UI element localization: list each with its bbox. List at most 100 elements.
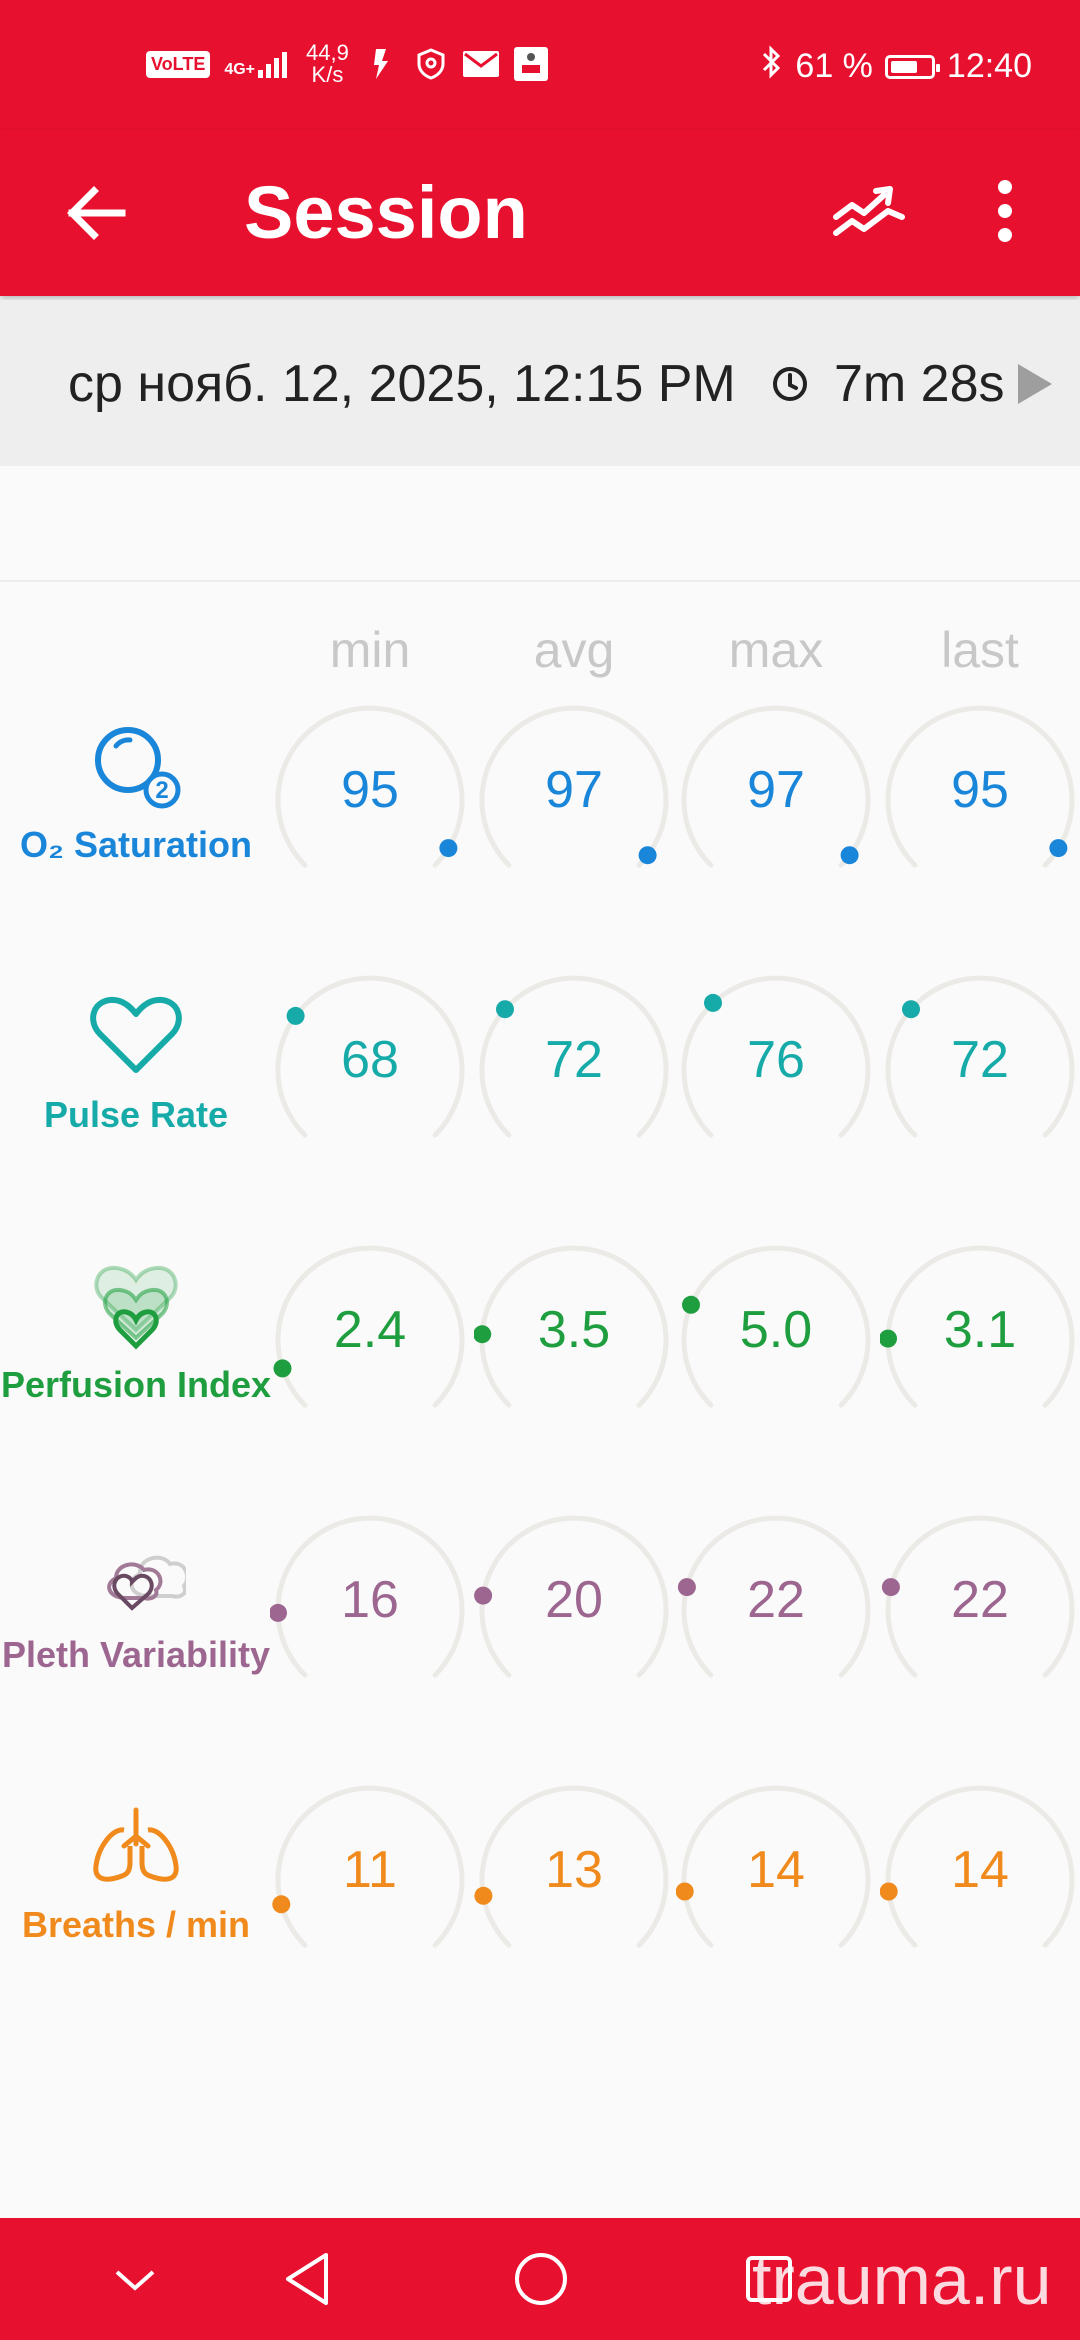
trends-button[interactable] xyxy=(820,166,920,256)
gauge-marker xyxy=(439,839,458,858)
gauge-max: 14 xyxy=(676,1780,876,1980)
gauge-avg: 13 xyxy=(474,1780,674,1980)
back-button[interactable] xyxy=(56,168,136,258)
app-notification-icon xyxy=(513,46,549,82)
nav-home-button[interactable] xyxy=(506,2244,576,2314)
gauge-value: 3.5 xyxy=(537,1301,611,1359)
more-dot-icon xyxy=(998,180,1012,194)
square-recents-icon xyxy=(746,2256,792,2302)
gauge-last: 95 xyxy=(880,700,1080,900)
divider xyxy=(0,580,1080,582)
gauge-max: 22 xyxy=(676,1510,876,1710)
gauge-arc xyxy=(273,1245,465,1408)
perfusion-hearts-icon xyxy=(86,1260,186,1350)
gauge-marker xyxy=(273,1359,292,1378)
gauge-arc xyxy=(474,1785,669,1948)
gauge-arc xyxy=(681,975,871,1138)
gauge-value: 97 xyxy=(747,761,805,819)
network-type: 4G+ xyxy=(224,61,256,78)
gauge-arc xyxy=(681,1245,871,1408)
gauge-marker xyxy=(474,1325,492,1344)
gauge-last: 22 xyxy=(880,1510,1080,1710)
gauge-value: 14 xyxy=(747,1841,805,1899)
gauge-arc xyxy=(880,1785,1075,1948)
gauge-marker xyxy=(270,1603,287,1622)
nav-recents-button[interactable] xyxy=(734,2244,804,2314)
gauge-last: 14 xyxy=(880,1780,1080,1980)
session-date: ср нояб. 12, 2025, 12:15 PM xyxy=(68,355,736,413)
gauge-max: 76 xyxy=(676,970,876,1170)
gauge-min: 68 xyxy=(270,970,470,1170)
gauge-min: 95 xyxy=(270,700,470,900)
gauge-marker xyxy=(474,1586,493,1605)
gauge-arc xyxy=(275,975,465,1138)
triangle-back-icon xyxy=(286,2253,328,2305)
gauge-last: 3.1 xyxy=(880,1240,1080,1440)
gauge-value: 20 xyxy=(545,1571,603,1629)
network-speed: 44,9 K/s xyxy=(306,42,349,86)
status-left: VoLTE 4G+ 44,9 K/s xyxy=(146,42,549,86)
nav-back-button[interactable] xyxy=(272,2244,342,2314)
more-dot-icon xyxy=(998,204,1012,218)
signal-icon: 4G+ xyxy=(224,50,292,78)
more-options-button[interactable] xyxy=(980,166,1030,256)
metric-row-pr: Pulse Rate 68 72 76 72 xyxy=(0,970,1080,1240)
gauge-value: 95 xyxy=(951,761,1009,819)
gauge-avg: 72 xyxy=(474,970,674,1170)
gauge-value: 68 xyxy=(341,1031,399,1089)
session-info-bar: ср нояб. 12, 2025, 12:15 PM 7m 28s xyxy=(0,300,1080,466)
metric-label: O₂ Saturation xyxy=(19,824,252,865)
gauge-arc xyxy=(479,975,669,1138)
metric-row-pi: Perfusion Index 2.4 3.5 5.0 3.1 xyxy=(0,1240,1080,1510)
back-arrow-icon xyxy=(67,186,126,240)
session-duration: 7m 28s xyxy=(834,355,1005,413)
gauge-value: 2.4 xyxy=(333,1301,407,1359)
clock-time: 12:40 xyxy=(946,47,1032,85)
gauge-arc xyxy=(881,1515,1075,1678)
metric-row-spo2: 2 O₂ Saturation 95 97 97 95 xyxy=(0,700,1080,970)
gauge-value: 76 xyxy=(747,1031,805,1089)
gauge-marker xyxy=(676,1882,694,1901)
gauge-avg: 3.5 xyxy=(474,1240,674,1440)
trend-chart-icon xyxy=(833,186,905,236)
gauge-value: 11 xyxy=(343,1841,397,1899)
gauge-marker xyxy=(677,1578,696,1597)
chevron-down-icon xyxy=(115,2270,155,2291)
gauge-max: 97 xyxy=(676,700,876,900)
gauge-marker xyxy=(272,1895,291,1914)
more-dot-icon xyxy=(998,228,1012,242)
gauge-arc xyxy=(479,705,669,868)
gauge-arc xyxy=(681,705,871,868)
gauge-value: 72 xyxy=(545,1031,603,1089)
gauge-avg: 20 xyxy=(474,1510,674,1710)
lungs-icon xyxy=(86,1800,186,1890)
speed-unit: K/s xyxy=(311,62,344,87)
battery-percent: 61 % xyxy=(795,47,873,85)
gauge-arc xyxy=(474,1245,669,1408)
gauge-marker xyxy=(881,1578,900,1597)
speed-value: 44,9 xyxy=(306,40,349,65)
column-header-max: max xyxy=(728,622,824,678)
pleth-variability-icon xyxy=(86,1530,190,1620)
gauge-marker xyxy=(880,1329,897,1348)
gauge-value: 22 xyxy=(747,1571,805,1629)
play-icon[interactable] xyxy=(1018,364,1052,404)
navigation-bar: trauma.ru xyxy=(0,2218,1080,2340)
gauge-marker xyxy=(682,1295,700,1314)
gauge-min: 2.4 xyxy=(270,1240,470,1440)
gauge-min: 16 xyxy=(270,1510,470,1710)
hide-nav-button[interactable] xyxy=(100,2244,170,2314)
gauge-marker xyxy=(902,1000,920,1019)
gauge-value: 22 xyxy=(951,1571,1009,1629)
svg-text:2: 2 xyxy=(155,777,168,804)
gauge-arc xyxy=(275,705,465,868)
circle-home-icon xyxy=(515,2253,567,2305)
gauge-value: 97 xyxy=(545,761,603,819)
gauge-arc xyxy=(885,975,1075,1138)
gauge-marker xyxy=(1049,839,1068,858)
status-bar: VoLTE 4G+ 44,9 K/s xyxy=(0,0,1080,130)
gauge-value: 13 xyxy=(545,1841,603,1899)
page-title: Session xyxy=(244,171,528,254)
heart-icon xyxy=(86,990,186,1080)
gauge-max: 5.0 xyxy=(676,1240,876,1440)
